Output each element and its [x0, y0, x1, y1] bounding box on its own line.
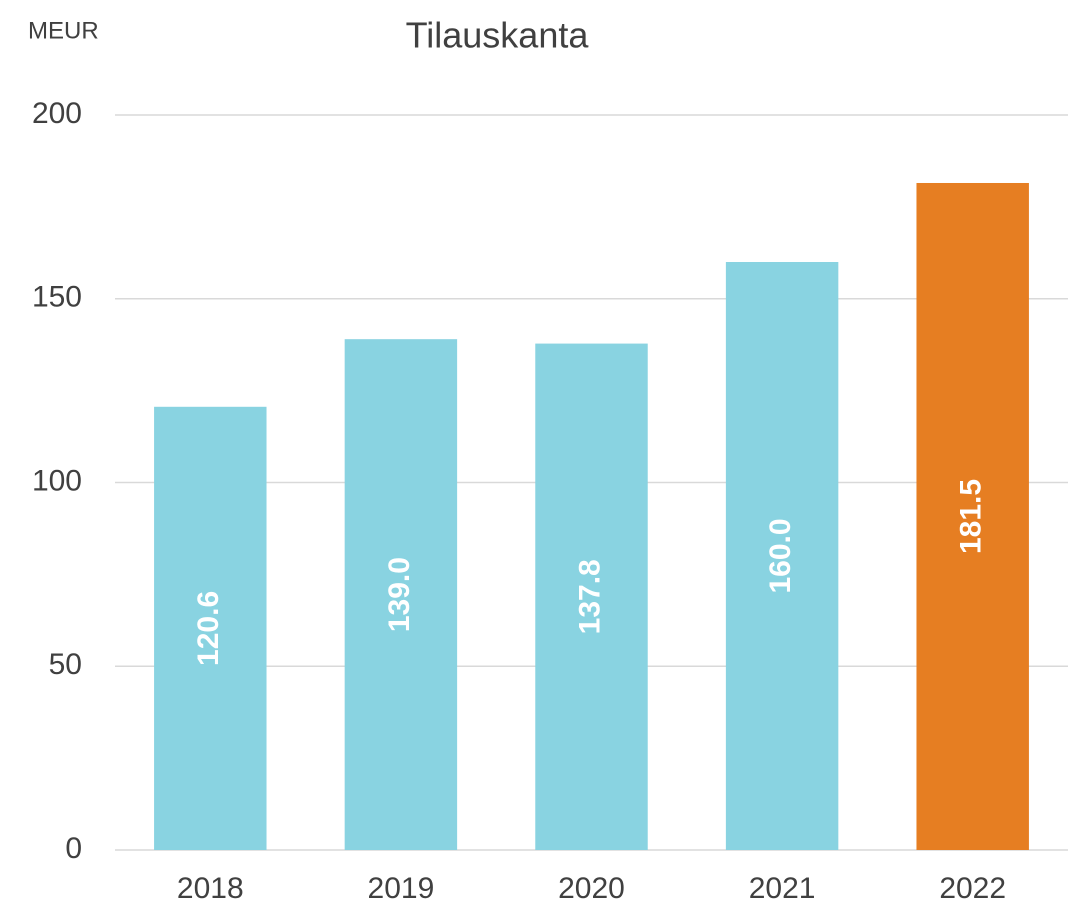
- y-tick-label: 150: [32, 281, 82, 314]
- data-label: 139.0: [383, 557, 416, 632]
- data-label: 120.6: [192, 591, 225, 666]
- x-tick-label: 2022: [939, 872, 1006, 905]
- y-tick-label: 200: [32, 97, 82, 130]
- x-tick-label: 2021: [749, 872, 816, 905]
- y-axis-label: MEUR: [28, 17, 99, 44]
- x-tick-label: 2019: [368, 872, 435, 905]
- y-tick-label: 50: [49, 648, 82, 681]
- y-tick-label: 0: [65, 832, 82, 865]
- x-tick-label: 2018: [177, 872, 244, 905]
- data-label: 137.8: [573, 559, 606, 634]
- bar: [344, 339, 458, 850]
- bar: [154, 406, 267, 850]
- x-tick-label: 2020: [558, 872, 625, 905]
- y-tick-label: 100: [32, 464, 82, 497]
- chart-title: Tilauskanta: [406, 15, 590, 56]
- data-label: 160.0: [764, 518, 797, 593]
- bar: [916, 182, 1029, 851]
- bar: [535, 343, 648, 850]
- bar: [725, 262, 839, 850]
- data-label: 181.5: [955, 479, 988, 554]
